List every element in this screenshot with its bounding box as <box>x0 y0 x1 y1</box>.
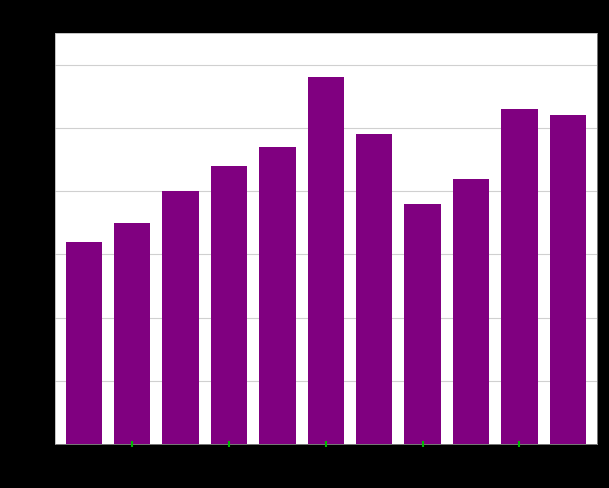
Bar <box>163 192 199 444</box>
Bar <box>66 242 102 444</box>
Bar <box>453 179 489 444</box>
Bar <box>211 166 247 444</box>
Bar <box>550 116 586 444</box>
Bar <box>259 148 295 444</box>
Bar <box>308 78 344 444</box>
Bar <box>356 135 392 444</box>
Bar <box>404 204 441 444</box>
Bar <box>501 110 538 444</box>
Bar <box>114 224 150 444</box>
